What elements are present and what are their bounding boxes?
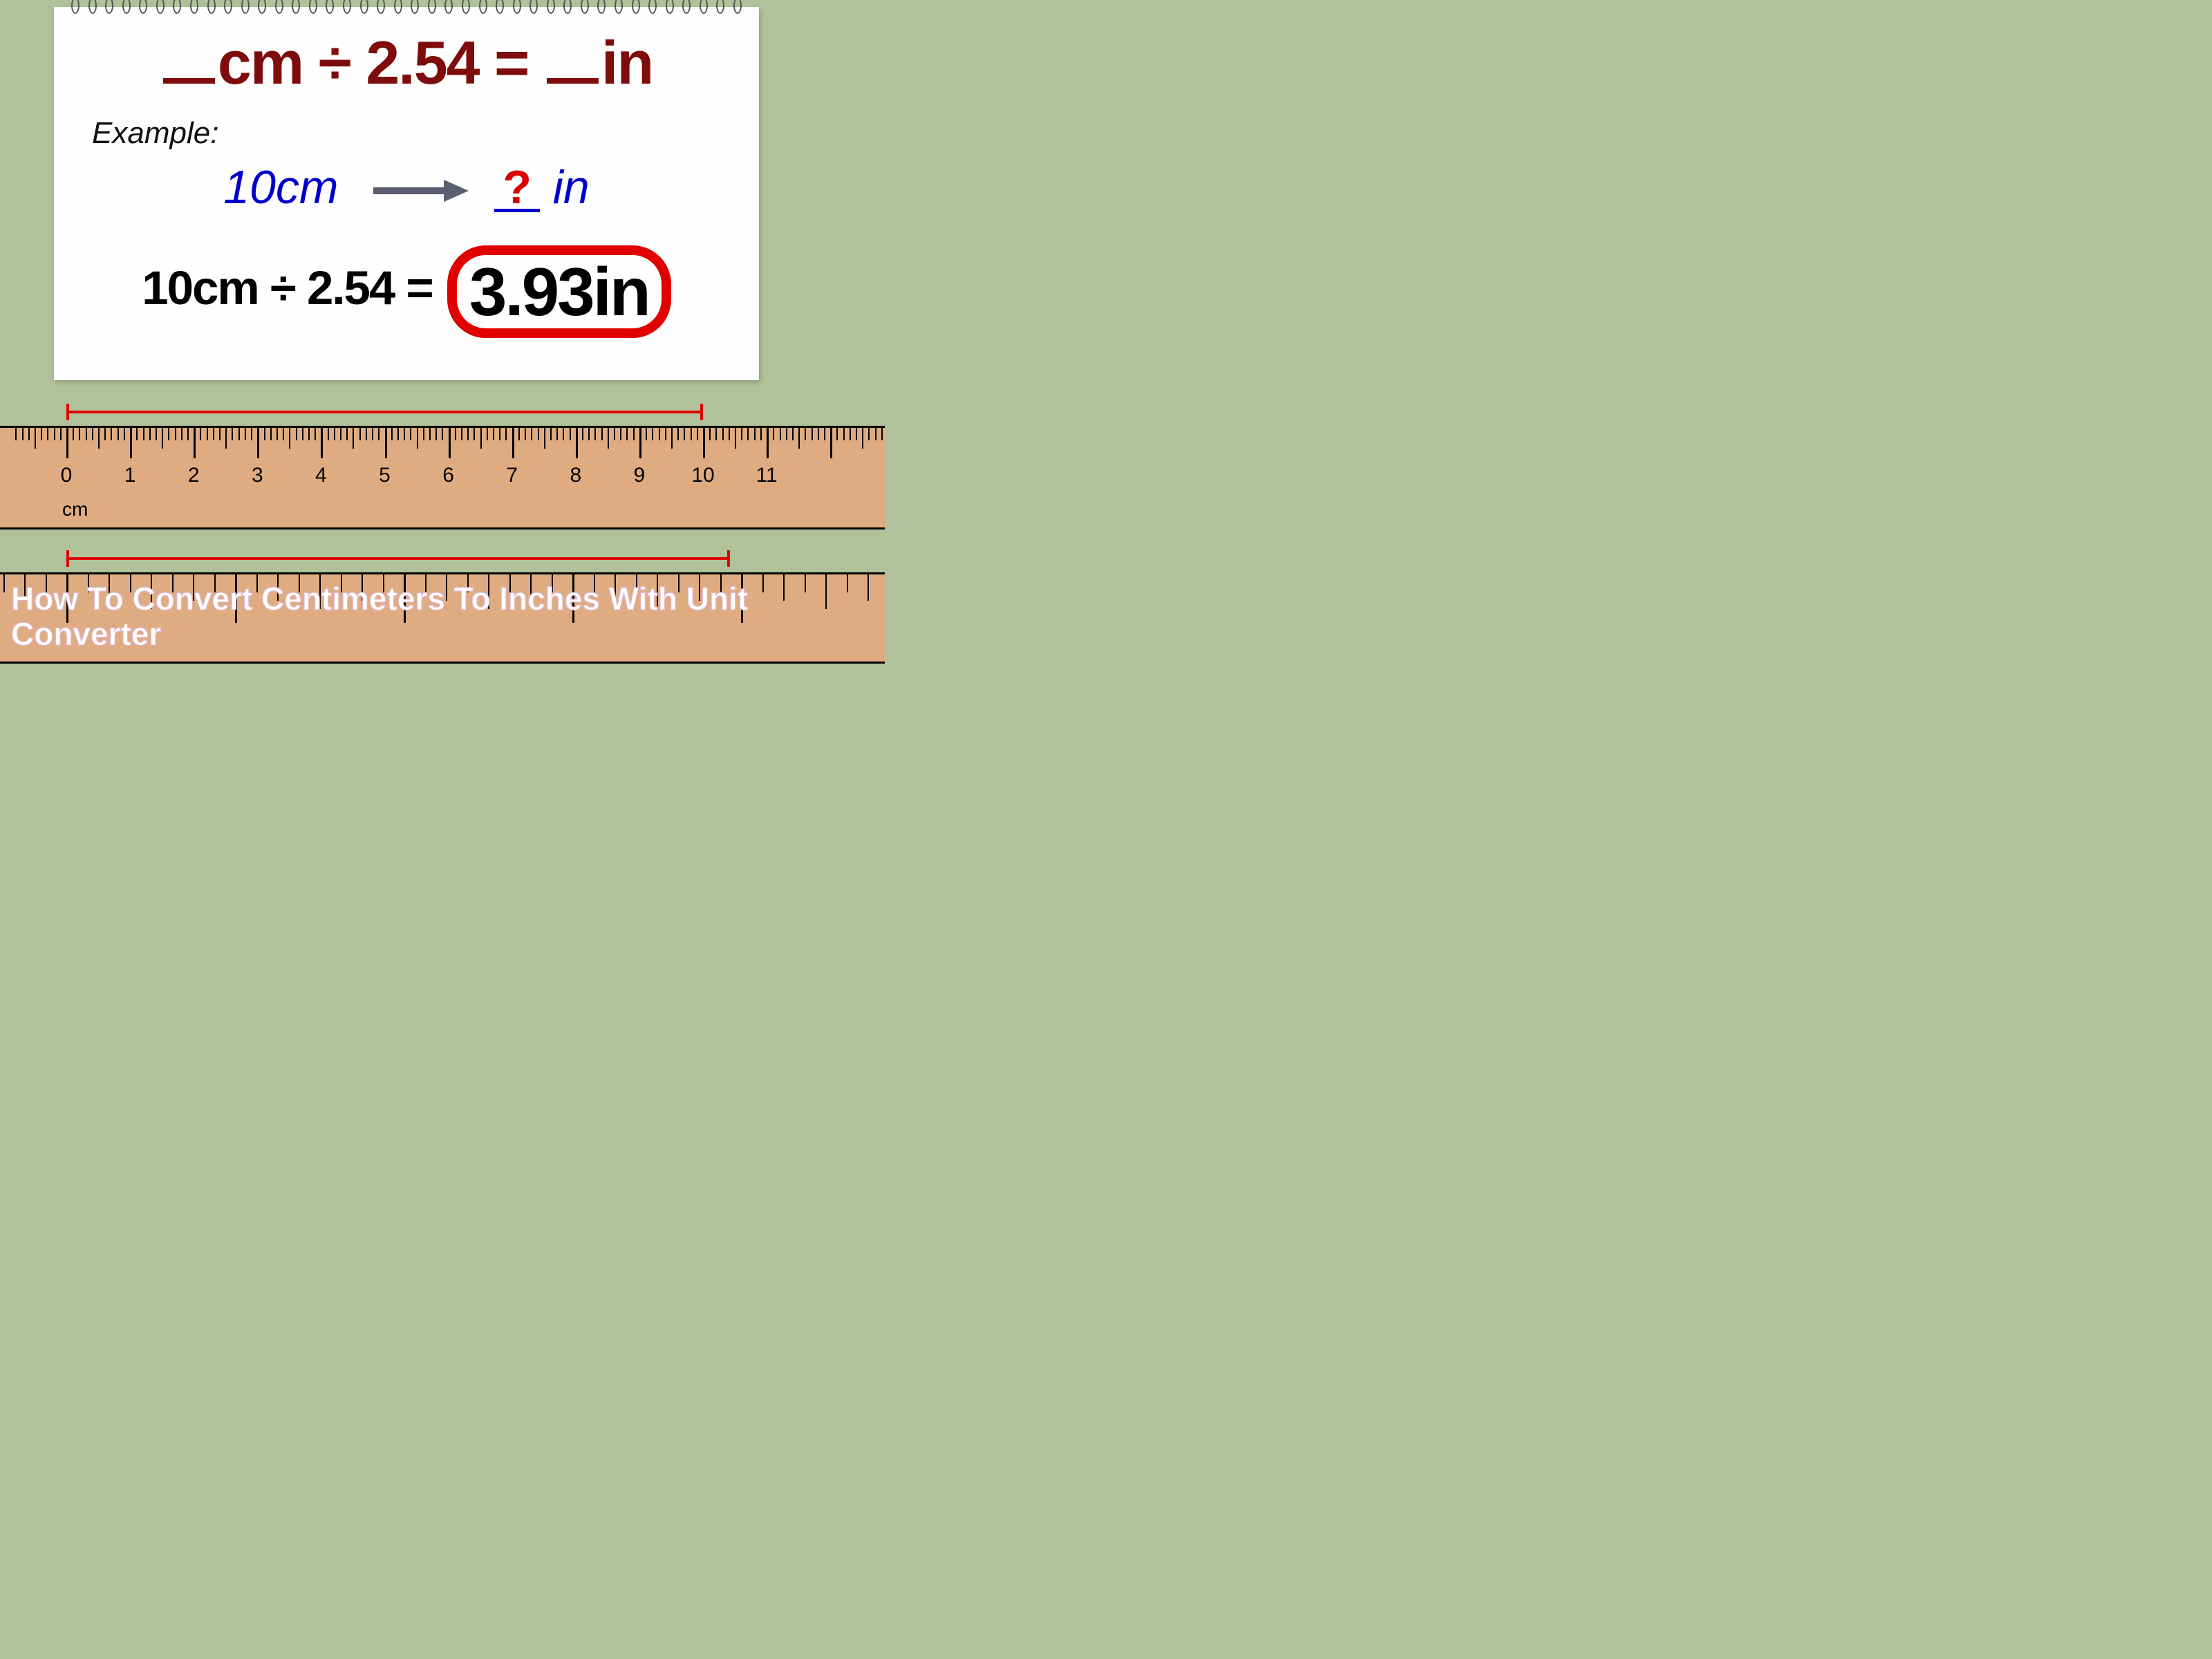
cm-tick-label: 1: [124, 464, 136, 487]
example-line: 10cm ? in: [54, 160, 759, 214]
cm-tick-label: 2: [188, 464, 200, 487]
cm-tick-label: 4: [315, 464, 327, 487]
question-mark: ?: [494, 167, 540, 212]
formula-operator: ÷: [319, 28, 350, 97]
example-input: 10cm: [223, 161, 338, 214]
cm-tick-label: 7: [506, 464, 518, 487]
example-output-unit: in: [553, 161, 590, 214]
cm-tick-label: 9: [634, 464, 646, 487]
blank-in: [547, 42, 599, 84]
formula-unit-to: in: [601, 28, 653, 97]
cm-tick-label: 3: [252, 464, 263, 487]
caption: How To Convert Centimeters To Inches Wit…: [11, 581, 874, 653]
cm-unit-label: cm: [62, 498, 88, 521]
calc-lhs: 10cm ÷ 2.54 =: [142, 261, 432, 315]
bracket-cm: [66, 404, 703, 420]
calculation-line: 10cm ÷ 2.54 = 3.93in: [54, 245, 759, 338]
formula-unit-from: cm: [218, 28, 303, 97]
arrow-icon: [372, 178, 469, 203]
cm-tick-label: 5: [379, 464, 391, 487]
cm-tick-label: 10: [691, 464, 714, 487]
ruler-cm: 0 1 2 3 4 5 6 7 8 9 10 11 cm: [0, 426, 885, 529]
blank-cm: [163, 42, 215, 84]
cm-scale: 0 1 2 3 4 5 6 7 8 9 10 11: [0, 428, 885, 527]
formula-divisor: 2.54: [366, 28, 478, 97]
spiral-binding: [71, 0, 742, 17]
cm-tick-label: 6: [442, 464, 454, 487]
formula-equals: =: [494, 28, 528, 97]
cm-tick-label: 11: [756, 464, 778, 487]
notepad: cm ÷ 2.54 = in Example: 10cm ? in 10cm ÷…: [54, 7, 759, 380]
formula: cm ÷ 2.54 = in: [54, 28, 759, 98]
example-label: Example:: [92, 116, 218, 151]
cm-tick-label: 8: [570, 464, 581, 487]
cm-tick-label: 0: [61, 464, 73, 487]
result-circled: 3.93in: [447, 245, 671, 338]
bracket-in: [66, 550, 730, 567]
